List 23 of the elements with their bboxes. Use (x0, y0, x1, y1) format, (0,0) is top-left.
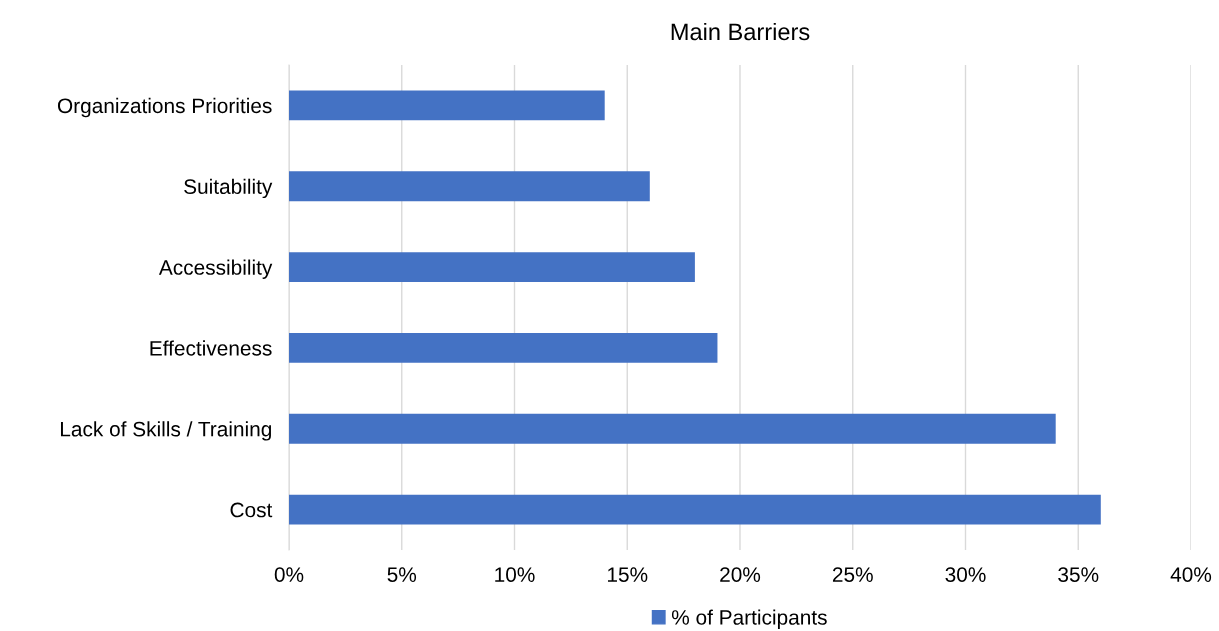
y-tick-label: Suitability (184, 178, 273, 199)
bar (289, 90, 605, 121)
x-tick-label: 5% (387, 567, 417, 582)
x-tick-label: 35% (1058, 567, 1099, 582)
legend-label: % of Participants (671, 609, 827, 629)
bar (289, 252, 695, 283)
x-tick-label: 10% (495, 567, 535, 582)
y-tick-label: Organizations Priorities (57, 97, 272, 118)
bar (289, 413, 1056, 444)
y-tick-label: Cost (230, 502, 273, 518)
y-tick-label: Accessibility (158, 259, 273, 279)
x-tick-label: 30% (945, 567, 986, 582)
x-tick-label: 0% (274, 567, 304, 582)
bar (289, 494, 1101, 525)
bar (289, 332, 718, 363)
x-tick-label: 25% (832, 567, 873, 582)
x-tick-label: 20% (720, 567, 761, 582)
x-tick-label: 40% (1170, 567, 1212, 582)
y-tick-label: Effectiveness (150, 340, 272, 356)
y-tick-label: Lack of Skills / Training (61, 421, 271, 441)
chart-title: Main Barriers (671, 22, 810, 41)
bar (289, 171, 650, 202)
x-tick-label: 15% (607, 567, 648, 582)
